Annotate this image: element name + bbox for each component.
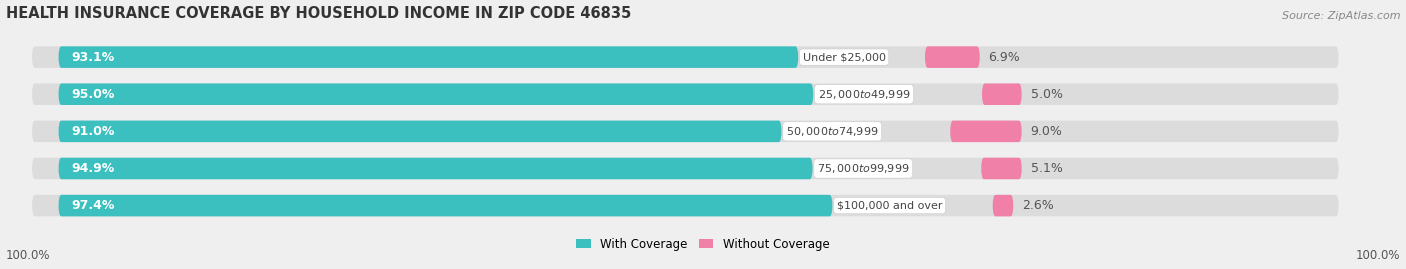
Text: 2.6%: 2.6% bbox=[1022, 199, 1054, 212]
Legend: With Coverage, Without Coverage: With Coverage, Without Coverage bbox=[572, 233, 834, 255]
FancyBboxPatch shape bbox=[993, 195, 1014, 216]
FancyBboxPatch shape bbox=[59, 158, 813, 179]
FancyBboxPatch shape bbox=[32, 121, 1339, 142]
FancyBboxPatch shape bbox=[981, 83, 1022, 105]
Text: 91.0%: 91.0% bbox=[72, 125, 115, 138]
FancyBboxPatch shape bbox=[32, 195, 1339, 216]
Text: 95.0%: 95.0% bbox=[72, 88, 115, 101]
Text: 94.9%: 94.9% bbox=[72, 162, 115, 175]
Text: 5.0%: 5.0% bbox=[1031, 88, 1063, 101]
FancyBboxPatch shape bbox=[59, 195, 832, 216]
FancyBboxPatch shape bbox=[59, 121, 782, 142]
Text: $25,000 to $49,999: $25,000 to $49,999 bbox=[818, 88, 910, 101]
Text: HEALTH INSURANCE COVERAGE BY HOUSEHOLD INCOME IN ZIP CODE 46835: HEALTH INSURANCE COVERAGE BY HOUSEHOLD I… bbox=[6, 6, 631, 21]
Text: 6.9%: 6.9% bbox=[988, 51, 1021, 63]
FancyBboxPatch shape bbox=[32, 46, 1339, 68]
Text: $75,000 to $99,999: $75,000 to $99,999 bbox=[817, 162, 910, 175]
FancyBboxPatch shape bbox=[925, 46, 980, 68]
FancyBboxPatch shape bbox=[950, 121, 1022, 142]
Text: 100.0%: 100.0% bbox=[1355, 249, 1400, 262]
Text: 93.1%: 93.1% bbox=[72, 51, 115, 63]
Text: $100,000 and over: $100,000 and over bbox=[837, 201, 942, 211]
Text: 9.0%: 9.0% bbox=[1031, 125, 1063, 138]
FancyBboxPatch shape bbox=[32, 83, 1339, 105]
FancyBboxPatch shape bbox=[981, 158, 1022, 179]
FancyBboxPatch shape bbox=[32, 158, 1339, 179]
Text: Source: ZipAtlas.com: Source: ZipAtlas.com bbox=[1282, 11, 1400, 21]
FancyBboxPatch shape bbox=[59, 83, 813, 105]
Text: 100.0%: 100.0% bbox=[6, 249, 51, 262]
Text: 97.4%: 97.4% bbox=[72, 199, 115, 212]
Text: $50,000 to $74,999: $50,000 to $74,999 bbox=[786, 125, 879, 138]
Text: 5.1%: 5.1% bbox=[1031, 162, 1063, 175]
FancyBboxPatch shape bbox=[59, 46, 799, 68]
Text: Under $25,000: Under $25,000 bbox=[803, 52, 886, 62]
